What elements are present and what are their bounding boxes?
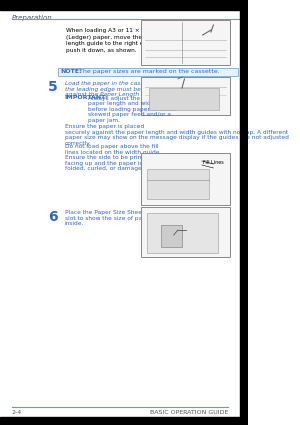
Text: 2-4: 2-4 <box>12 410 22 415</box>
Text: Load the paper in the cassette,: Load the paper in the cassette, <box>64 81 156 86</box>
Text: NOTE:: NOTE: <box>60 69 82 74</box>
Bar <box>141 207 230 257</box>
Text: BASIC OPERATION GUIDE: BASIC OPERATION GUIDE <box>150 410 228 415</box>
Bar <box>0 417 248 425</box>
Text: length guide to the right end and: length guide to the right end and <box>66 41 164 46</box>
Text: Ensure the side to be printed is: Ensure the side to be printed is <box>64 155 157 160</box>
Text: push it down, as shown.: push it down, as shown. <box>66 48 137 53</box>
Text: inside.: inside. <box>64 221 84 226</box>
Text: securely against the paper length and width guides with no gap. A different: securely against the paper length and wi… <box>64 130 288 134</box>
Text: 6: 6 <box>48 210 58 224</box>
Bar <box>147 213 218 253</box>
Bar <box>141 153 230 205</box>
Text: paper jam.: paper jam. <box>88 117 120 122</box>
Text: correctly.: correctly. <box>64 141 91 145</box>
Text: slot to show the size of paper: slot to show the size of paper <box>64 215 152 221</box>
Bar <box>141 20 230 65</box>
Bar <box>240 0 248 425</box>
Text: facing up and the paper is not: facing up and the paper is not <box>64 161 153 165</box>
Text: folded, curled, or damaged.: folded, curled, or damaged. <box>64 166 147 171</box>
Text: Do not load paper above the fill: Do not load paper above the fill <box>64 144 158 149</box>
Text: Place the Paper Size Sheet in the: Place the Paper Size Sheet in the <box>64 210 162 215</box>
Bar <box>141 77 230 115</box>
Text: (Ledger) paper, move the paper: (Ledger) paper, move the paper <box>66 34 161 40</box>
Text: skewed paper feed and/or a: skewed paper feed and/or a <box>88 112 171 117</box>
Text: The paper sizes are marked on the cassette.: The paper sizes are marked on the casset… <box>79 69 219 74</box>
Text: lines located on the width guide.: lines located on the width guide. <box>64 150 161 155</box>
Text: against the Paper Length Guide.: against the Paper Length Guide. <box>64 92 160 97</box>
Bar <box>58 68 238 76</box>
Text: paper length and width guides: paper length and width guides <box>88 101 178 106</box>
Text: before loading paper to avoid: before loading paper to avoid <box>88 107 175 111</box>
Text: Preparation: Preparation <box>12 15 52 21</box>
Text: Fill Lines: Fill Lines <box>203 160 224 165</box>
Bar <box>149 88 219 110</box>
Text: When loading A3 or 11 × 17": When loading A3 or 11 × 17" <box>66 28 152 33</box>
Text: 5: 5 <box>48 80 58 94</box>
Text: the leading edge must be aligned: the leading edge must be aligned <box>64 87 164 91</box>
Text: paper size may show on the message display if the guides are not adjusted: paper size may show on the message displ… <box>64 135 288 140</box>
Text: Ensure the paper is placed: Ensure the paper is placed <box>64 124 144 129</box>
Bar <box>4 207 8 245</box>
Bar <box>161 225 182 247</box>
Text: Always adjust the: Always adjust the <box>88 96 140 100</box>
Bar <box>147 169 209 199</box>
Bar <box>0 0 248 10</box>
Text: IMPORTANT:: IMPORTANT: <box>64 95 108 100</box>
